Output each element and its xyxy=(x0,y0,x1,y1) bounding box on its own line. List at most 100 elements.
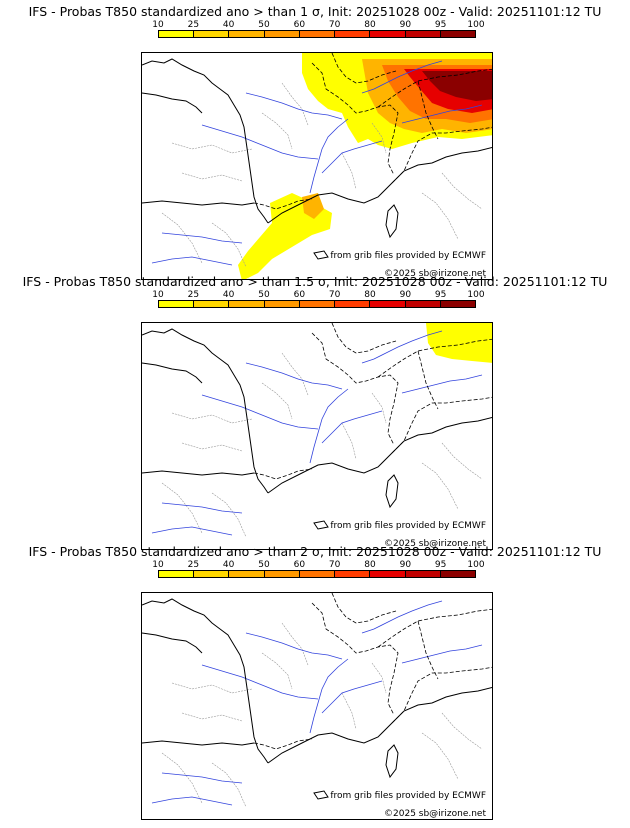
colorbar-tick-label: 40 xyxy=(222,20,235,30)
colorbar-swatch xyxy=(264,31,300,37)
credit-source: from grib files provided by ECMWF xyxy=(330,251,486,261)
admin-boundary xyxy=(371,392,387,424)
admin-boundary xyxy=(421,192,459,240)
river-line xyxy=(161,772,243,784)
colorbar-tick-label: 10 xyxy=(152,290,164,300)
admin-boundary xyxy=(421,462,459,510)
corsica-outline xyxy=(385,474,399,509)
island-outline xyxy=(313,250,329,260)
colorbar-tick-label: 100 xyxy=(467,20,485,30)
admin-boundary xyxy=(371,122,387,154)
river-line xyxy=(161,502,243,514)
river-line xyxy=(401,374,483,394)
coastline xyxy=(142,200,255,206)
colorbar-swatches xyxy=(158,300,476,308)
colorbar-ticks: 10 25 40 50 60 70 80 90 95 100 xyxy=(152,20,484,30)
colorbar-swatch xyxy=(159,571,195,577)
colorbar-swatch xyxy=(405,31,441,37)
colorbar-tick-label: 95 xyxy=(434,20,447,30)
coastline xyxy=(267,146,492,224)
admin-boundary xyxy=(281,622,309,666)
coastline xyxy=(142,362,203,384)
colorbar-tick-label: 100 xyxy=(467,290,485,300)
colorbar: 10 25 40 50 60 70 80 90 95 100 xyxy=(152,20,485,44)
panel-title: IFS - Probas T850 standardized ano > tha… xyxy=(28,544,602,559)
country-border xyxy=(331,53,397,84)
river-line xyxy=(151,256,233,266)
corsica-outline xyxy=(385,744,399,779)
colorbar-tick-label: 60 xyxy=(293,290,306,300)
colorbar-swatch xyxy=(299,31,336,37)
coastline xyxy=(142,92,203,114)
country-border xyxy=(253,198,313,210)
country-border xyxy=(391,126,492,184)
admin-boundary xyxy=(181,172,243,182)
river-line xyxy=(201,124,319,160)
colorbar-tick-label: 40 xyxy=(222,290,235,300)
river-line xyxy=(401,644,483,664)
admin-boundary xyxy=(261,382,293,420)
colorbar: 10 25 40 50 60 70 80 90 95 100 xyxy=(152,290,485,314)
colorbar-swatches xyxy=(158,570,476,578)
colorbar-tick-label: 90 xyxy=(399,290,412,300)
country-border xyxy=(253,738,313,750)
admin-boundary xyxy=(211,222,247,268)
panel-title: IFS - Probas T850 standardized ano > tha… xyxy=(28,4,602,19)
admin-boundary xyxy=(341,422,357,460)
colorbar-tick-label: 95 xyxy=(434,290,447,300)
colorbar-swatch xyxy=(370,301,406,307)
coastline xyxy=(142,470,255,476)
river-line xyxy=(151,526,233,536)
admin-boundary xyxy=(261,112,293,150)
river-line xyxy=(309,388,349,464)
admin-boundary xyxy=(441,172,483,210)
river-line xyxy=(401,104,483,124)
coastline xyxy=(267,416,492,494)
credit-copyright: ©2025 sb@irizone.net xyxy=(384,809,486,819)
coastline xyxy=(142,632,203,654)
colorbar-swatch xyxy=(299,571,336,577)
colorbar-swatch xyxy=(159,31,195,37)
river-line xyxy=(321,410,383,444)
river-line xyxy=(151,796,233,806)
colorbar-tick-label: 40 xyxy=(222,560,235,570)
colorbar-tick-label: 25 xyxy=(187,290,200,300)
colorbar: 10 25 40 50 60 70 80 90 95 100 xyxy=(152,560,485,584)
coastline xyxy=(142,598,269,764)
colorbar-tick-label: 50 xyxy=(258,560,270,570)
colorbar-tick-label: 70 xyxy=(328,20,341,30)
colorbar-swatch xyxy=(194,31,230,37)
country-border xyxy=(391,666,492,724)
colorbar-swatch xyxy=(335,571,371,577)
country-border xyxy=(377,68,492,108)
colorbar-swatch xyxy=(335,31,371,37)
admin-boundary xyxy=(281,352,309,396)
coastline xyxy=(142,740,255,746)
colorbar-swatch xyxy=(229,301,265,307)
credit-copyright: ©2025 sb@irizone.net xyxy=(384,269,486,279)
admin-boundary xyxy=(341,692,357,730)
island-outline xyxy=(313,790,329,800)
admin-boundary xyxy=(441,712,483,750)
colorbar-swatch xyxy=(405,571,441,577)
river-line xyxy=(201,394,319,430)
admin-boundary xyxy=(341,152,357,190)
colorbar-tick-label: 50 xyxy=(258,20,270,30)
river-line xyxy=(361,60,443,94)
map-panel-2sigma: IFS - Probas T850 standardized ano > tha… xyxy=(0,544,630,820)
map-drawing xyxy=(142,53,492,279)
admin-boundary xyxy=(211,762,247,808)
colorbar-swatch xyxy=(440,301,475,307)
admin-boundary xyxy=(371,662,387,694)
admin-boundary xyxy=(161,752,203,804)
map-panel-1sigma: IFS - Probas T850 standardized ano > tha… xyxy=(0,4,630,280)
river-line xyxy=(309,118,349,194)
probability-map: from grib files provided by ECMWF ©2025 … xyxy=(141,52,493,280)
coastline xyxy=(267,686,492,764)
colorbar-tick-label: 95 xyxy=(434,560,447,570)
colorbar-swatches xyxy=(158,30,476,38)
colorbar-tick-label: 60 xyxy=(293,560,306,570)
colorbar-swatch xyxy=(264,571,300,577)
colorbar-tick-label: 10 xyxy=(152,560,164,570)
colorbar-tick-label: 70 xyxy=(328,290,341,300)
